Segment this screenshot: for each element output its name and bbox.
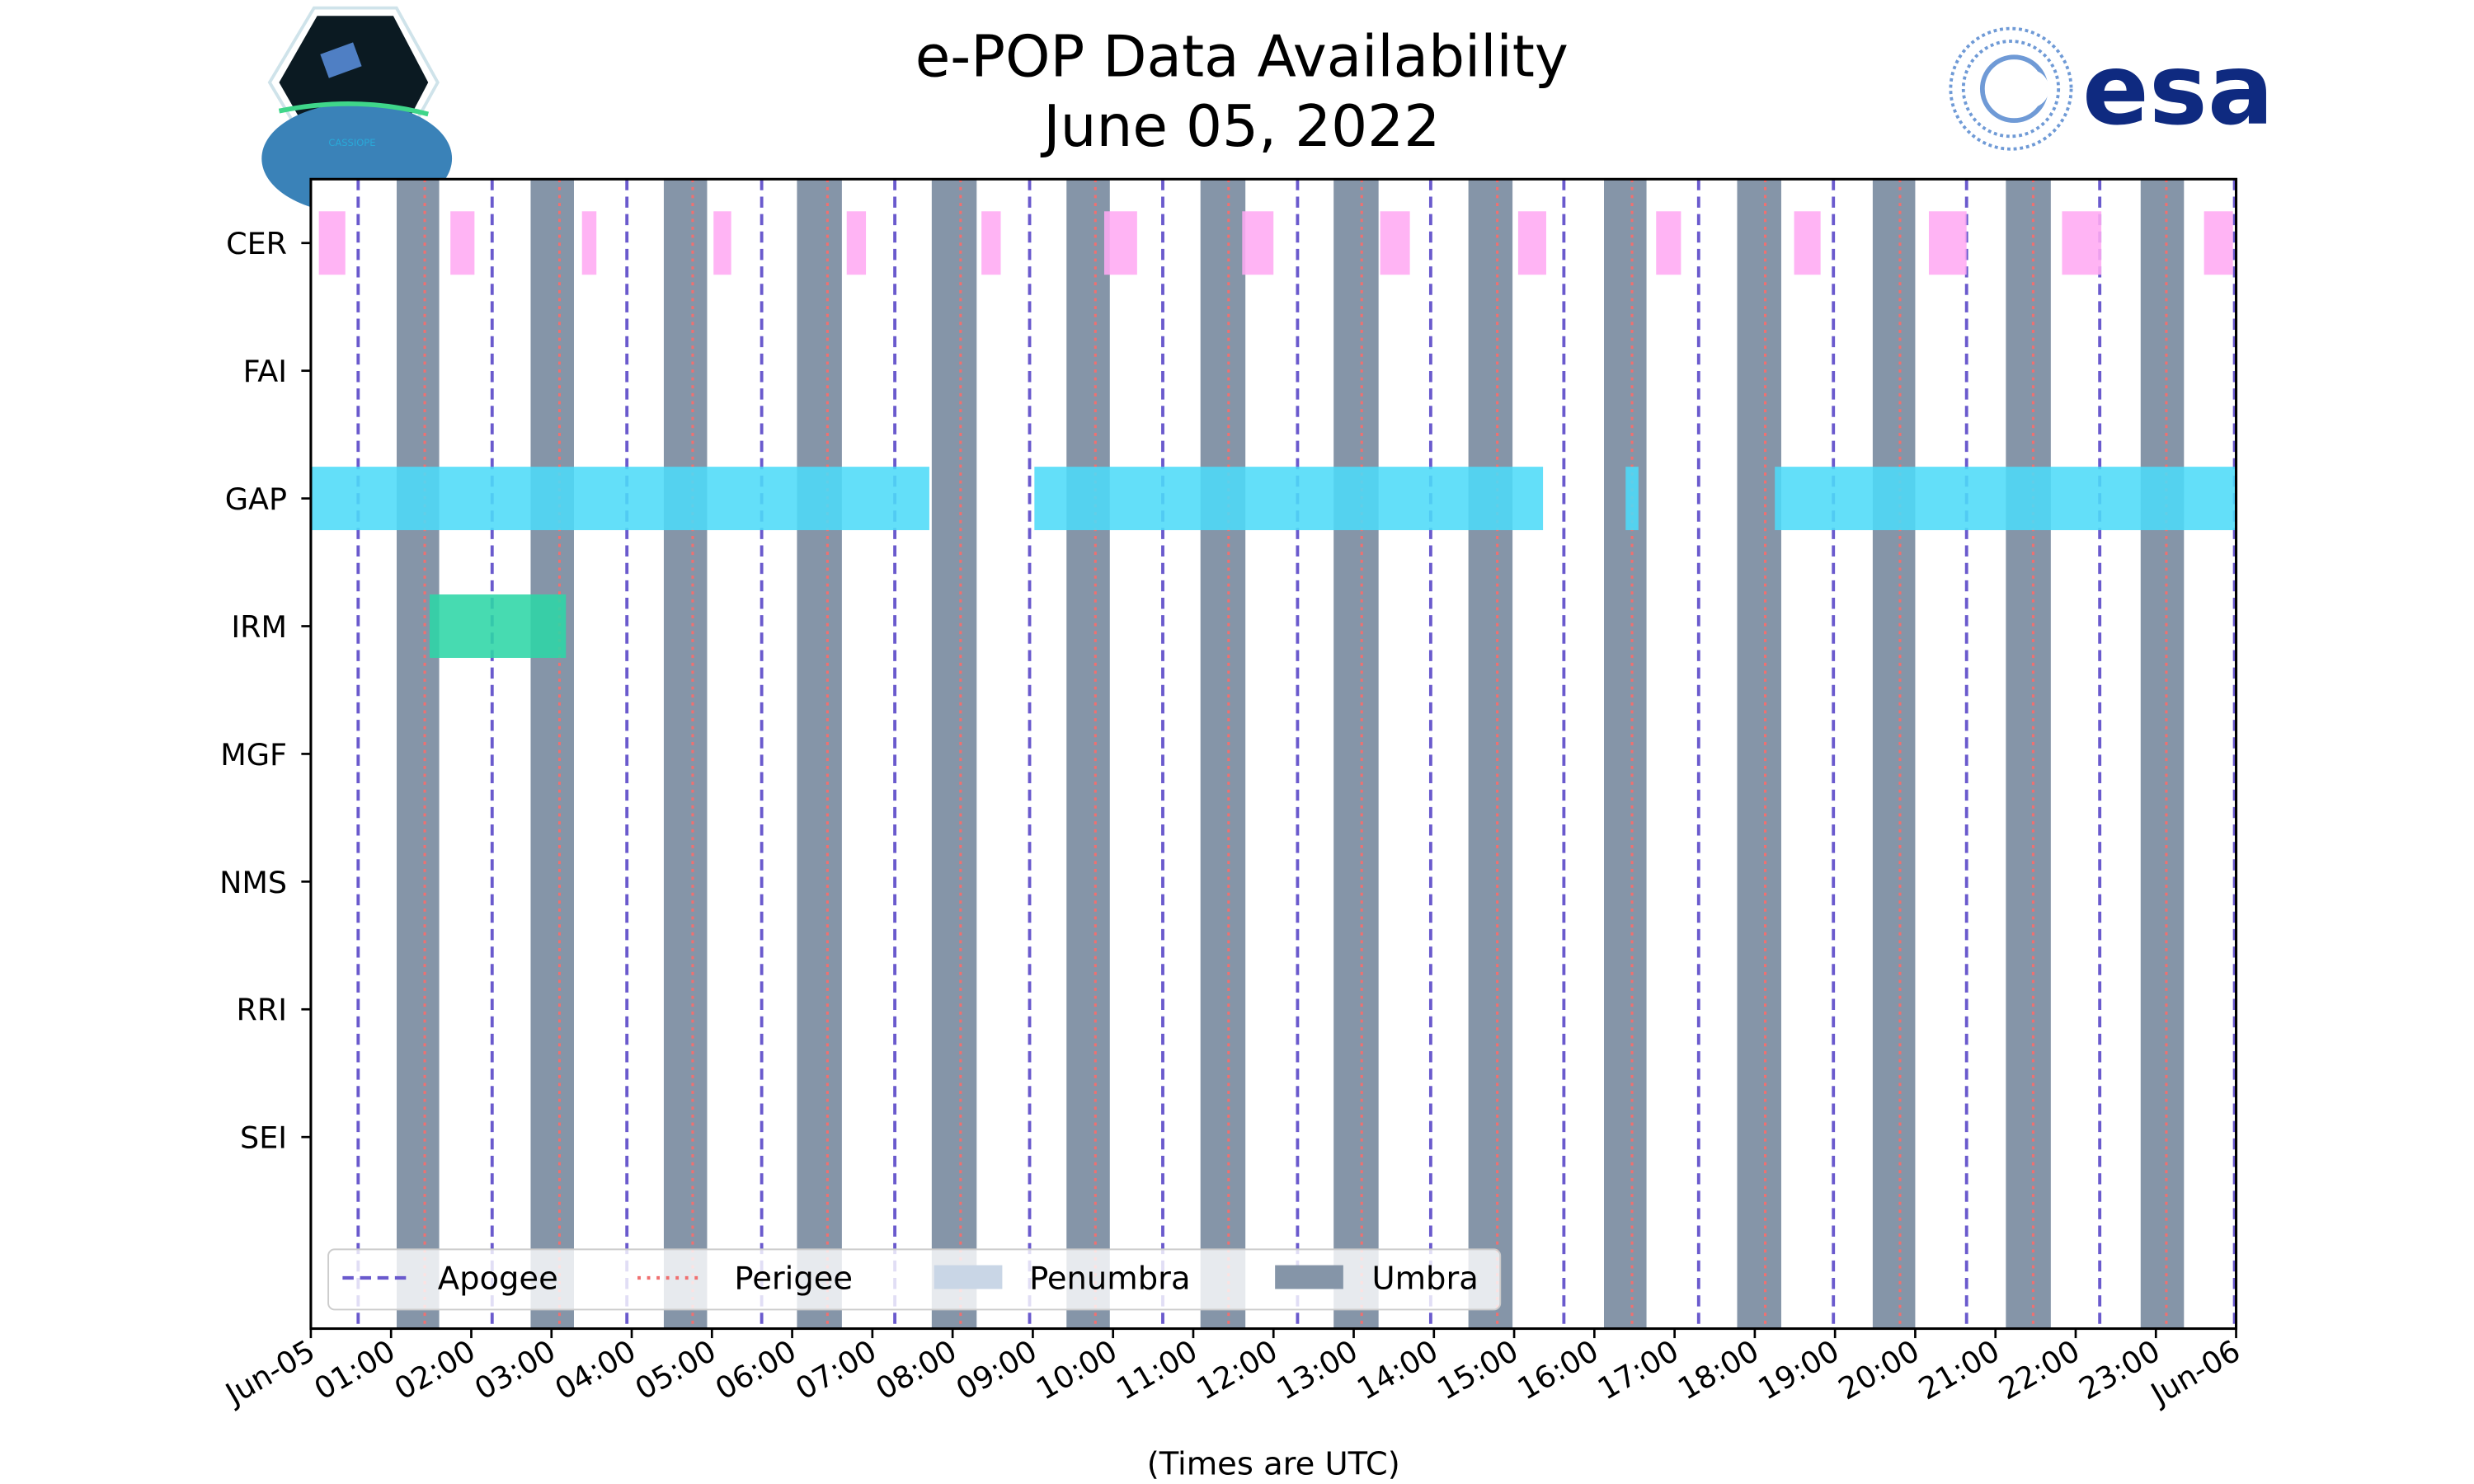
x-tick-label: 13:00 — [1271, 1333, 1364, 1407]
availability-bar-cer — [981, 211, 1001, 275]
x-tick-label: 05:00 — [629, 1333, 722, 1407]
y-tick-label: RRI — [237, 993, 288, 1028]
chart-title: e-POP Data Availability — [915, 24, 1569, 90]
x-tick-label: 03:00 — [468, 1333, 562, 1407]
x-tick-label: 16:00 — [1512, 1333, 1605, 1407]
availability-bar-cer — [846, 211, 867, 275]
legend-box — [327, 1248, 1502, 1311]
x-tick-label: 15:00 — [1432, 1333, 1525, 1407]
availability-bar-cer — [318, 211, 346, 275]
y-tick-label: SEI — [240, 1120, 287, 1156]
plot-background — [310, 179, 2236, 1329]
umbra-band — [663, 179, 708, 1329]
availability-bar-cer — [2062, 211, 2102, 275]
umbra-band — [1737, 179, 1781, 1329]
y-tick-label: NMS — [219, 865, 287, 900]
x-tick-label: 07:00 — [789, 1333, 882, 1407]
umbra-band — [1066, 179, 1110, 1329]
chart-subtitle: June 05, 2022 — [1040, 94, 1440, 160]
availability-bar-gap — [310, 467, 929, 531]
x-tick-label: 14:00 — [1351, 1333, 1444, 1407]
x-tick-label: 09:00 — [950, 1333, 1043, 1407]
x-tick-label: 20:00 — [1832, 1333, 1926, 1407]
legend-penumbra-swatch — [934, 1265, 1003, 1289]
x-tick-label: 18:00 — [1672, 1333, 1765, 1407]
availability-bar-cer — [2204, 211, 2233, 275]
availability-bar-cer — [1103, 211, 1137, 275]
x-tick-label: Jun-05 — [219, 1333, 321, 1413]
umbra-band — [797, 179, 842, 1329]
legend-perigee-label: Perigee — [734, 1260, 853, 1297]
plot-area — [310, 179, 2236, 1329]
x-tick-label: 19:00 — [1752, 1333, 1846, 1407]
y-tick-label: GAP — [225, 481, 287, 517]
x-tick-label: 21:00 — [1912, 1333, 2006, 1407]
umbra-band — [931, 179, 977, 1329]
availability-bar-gap — [1034, 467, 1544, 531]
esa-logo: esa — [1949, 26, 2274, 151]
availability-bar-cer — [1656, 211, 1681, 275]
umbra-band — [1333, 179, 1379, 1329]
cassiope-logo: CASSIOPE — [261, 6, 453, 214]
esa-logo-text: esa — [2082, 33, 2274, 148]
x-tick-label: 22:00 — [1993, 1333, 2086, 1407]
availability-bar-gap — [1625, 467, 1639, 531]
umbra-band — [2006, 179, 2051, 1329]
x-tick-label: 11:00 — [1111, 1333, 1204, 1407]
legend-umbra-label: Umbra — [1371, 1260, 1478, 1297]
x-tick-label: 06:00 — [709, 1333, 802, 1407]
x-tick-label: 02:00 — [388, 1333, 482, 1407]
umbra-band — [1604, 179, 1647, 1329]
x-tick-label: 17:00 — [1592, 1333, 1685, 1407]
availability-bar-cer — [1242, 211, 1274, 275]
x-tick-label: 23:00 — [2073, 1333, 2166, 1407]
availability-bar-cer — [450, 211, 475, 275]
availability-bar-cer — [1928, 211, 1967, 275]
umbra-band — [530, 179, 574, 1329]
legend: Apogee Perigee Penumbra Umbra — [327, 1248, 1502, 1311]
y-tick-label: IRM — [231, 609, 287, 645]
availability-bar-cer — [581, 211, 597, 275]
availability-bar-cer — [713, 211, 731, 275]
legend-umbra-swatch — [1275, 1265, 1343, 1289]
x-tick-label: 01:00 — [308, 1333, 402, 1407]
x-tick-label: 04:00 — [549, 1333, 642, 1407]
y-tick-label: FAI — [243, 354, 287, 389]
availability-bar-gap — [1775, 467, 2236, 531]
legend-penumbra-label: Penumbra — [1029, 1260, 1190, 1297]
y-tick-label: MGF — [220, 737, 287, 773]
x-tick-label: 12:00 — [1191, 1333, 1284, 1407]
y-tick-label: CER — [226, 226, 287, 261]
umbra-band — [1468, 179, 1513, 1329]
x-axis-label: (Times are UTC) — [1147, 1445, 1400, 1482]
legend-apogee-label: Apogee — [438, 1260, 558, 1297]
x-tick-label: 10:00 — [1030, 1333, 1123, 1407]
umbra-band — [397, 179, 440, 1329]
umbra-band — [1872, 179, 1916, 1329]
x-tick-label: Jun-06 — [2143, 1333, 2246, 1413]
availability-bar-cer — [1380, 211, 1410, 275]
umbra-band — [1200, 179, 1246, 1329]
umbra-band — [2140, 179, 2185, 1329]
availability-bar-cer — [1517, 211, 1546, 275]
cassiope-logo-text: CASSIOPE — [328, 137, 375, 148]
x-tick-label: 08:00 — [870, 1333, 963, 1407]
availability-bar-cer — [1794, 211, 1821, 275]
availability-bar-irm — [429, 594, 567, 658]
